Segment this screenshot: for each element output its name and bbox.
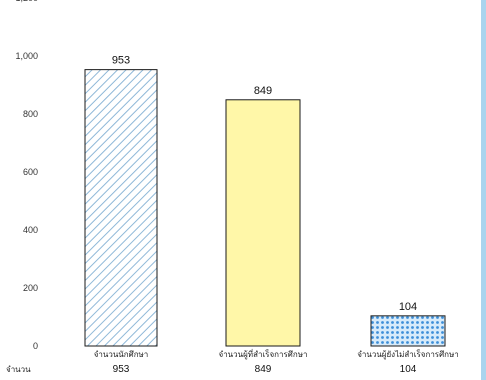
table-row-header: จำนวน <box>6 365 31 374</box>
y-tick-label: 1,000 <box>15 51 38 61</box>
bars-group <box>84 69 446 347</box>
y-tick-label: 0 <box>33 341 38 351</box>
bar <box>225 99 301 347</box>
table-value: 104 <box>400 364 417 375</box>
bar <box>370 315 446 347</box>
bar-value-label: 953 <box>112 55 130 67</box>
table-value: 953 <box>113 364 130 375</box>
value-labels-group: 953 849 104 <box>112 55 417 313</box>
y-tick-label: 600 <box>23 167 38 177</box>
y-tick-label: 200 <box>23 283 38 293</box>
category-labels-group: จำนวนนักศึกษา จำนวนผู้ที่สำเร็จการศึกษา จำ… <box>94 348 459 360</box>
bar-value-label: 849 <box>254 85 272 97</box>
y-tick-label: 400 <box>23 225 38 235</box>
y-tick-label: 800 <box>23 109 38 119</box>
bar-value-label: 104 <box>399 301 417 313</box>
table-value: 849 <box>255 364 272 375</box>
y-tick-label: 1,200 <box>15 0 38 3</box>
data-table-row: จำนวน 953 849 104 <box>6 364 417 375</box>
category-label: จำนวนนักศึกษา <box>94 350 149 359</box>
right-frame-edge <box>481 0 486 380</box>
category-label: จำนวนผู้ยังไม่สำเร็จการศึกษา <box>357 349 459 360</box>
y-axis-ticks: 0 200 400 600 800 1,000 1,200 <box>15 0 38 351</box>
bar <box>84 69 158 347</box>
category-label: จำนวนผู้ที่สำเร็จการศึกษา <box>219 348 308 360</box>
